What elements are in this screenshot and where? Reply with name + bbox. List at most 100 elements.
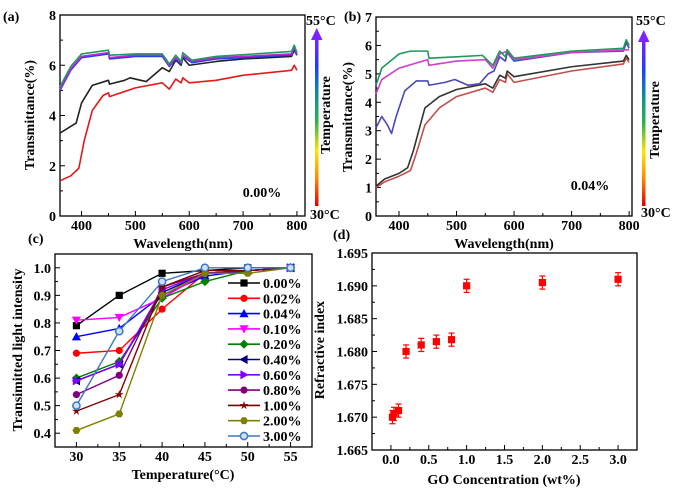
data-point	[402, 344, 410, 359]
legend-entry: 1.00%	[228, 399, 302, 414]
data-marker	[432, 338, 440, 346]
spectrum-line-0	[375, 57, 630, 189]
data-point	[463, 278, 471, 293]
legend-marker	[239, 309, 249, 318]
y-tick-label: 0.8	[34, 317, 52, 332]
y-tick-label: 0.4	[34, 427, 52, 442]
legend-marker	[240, 386, 248, 394]
data-point	[115, 371, 123, 379]
y-tick-label: 4	[365, 96, 372, 111]
data-point	[243, 263, 253, 273]
data-marker	[538, 278, 546, 287]
legend-marker	[239, 400, 249, 410]
spectrum-line-4	[59, 44, 298, 87]
data-point	[71, 406, 81, 415]
series-010	[71, 264, 296, 325]
chart-panel-b: 400 500 600 700 800 0 1 2 3 4 5 6 7	[365, 11, 640, 234]
colorbar-top-label-a: 55°C	[306, 14, 336, 29]
y-tick-label: 1.695	[337, 247, 369, 262]
series-line	[76, 267, 291, 412]
legend-label: 0.10%	[263, 323, 302, 338]
legend-label: 0.04%	[263, 308, 302, 323]
y-tick-label: 0	[365, 210, 372, 225]
panel-label-c: (c)	[28, 232, 44, 247]
data-marker	[614, 275, 622, 283]
legend-marker	[239, 431, 249, 441]
data-point	[432, 334, 440, 349]
x-tick-label: 500	[446, 219, 467, 234]
plot-frame-d	[371, 252, 638, 451]
data-point	[115, 291, 123, 299]
arrow-up-icon	[638, 30, 650, 42]
series-line	[76, 267, 291, 327]
y-tick-label: 1.670	[337, 411, 369, 426]
data-point	[394, 403, 403, 418]
x-tick-label: 400	[389, 219, 410, 234]
series-300	[72, 263, 295, 410]
legend-label: 0.80%	[263, 384, 302, 399]
legend-label: 1.00%	[263, 399, 302, 414]
x-tick-label: 30	[69, 450, 83, 465]
y-tick-label: 1.690	[337, 280, 369, 295]
y-axis-title-c: Transimitted light intensity	[11, 268, 26, 431]
x-tick-label: 400	[71, 219, 92, 234]
colorbar-b: 55°C 30°C Temperature	[636, 14, 671, 221]
y-tick-label: 4	[49, 110, 56, 125]
x-tick-label: 2.5	[571, 453, 589, 468]
data-point	[115, 410, 124, 418]
x-axis-title-c: Temperature(°C)	[132, 468, 235, 483]
legend-marker	[239, 325, 249, 334]
data-point	[157, 282, 167, 291]
data-point	[72, 322, 81, 330]
x-tick-label: 40	[155, 450, 169, 465]
y-tick-label: 1.680	[337, 346, 369, 361]
panel-label-b: (b)	[344, 10, 361, 25]
x-tick-label: 0.5	[420, 453, 438, 468]
x-tick-label: 700	[561, 219, 582, 234]
legend-entry: 2.00%	[228, 415, 302, 430]
data-marker	[390, 410, 398, 418]
data-point	[72, 391, 81, 399]
y-tick-label: 1.0	[34, 262, 52, 277]
y-tick-label: 1.665	[337, 444, 369, 459]
x-tick-label: 55	[284, 450, 298, 465]
x-tick-label: 1.0	[458, 453, 476, 468]
x-tick-label: 35	[112, 450, 126, 465]
legend-entry: 0.02%	[228, 292, 302, 307]
data-point	[157, 277, 167, 286]
y-tick-label: 6	[365, 39, 372, 54]
y-tick-label: 0.5	[34, 400, 52, 415]
y-tick-label: 0.7	[34, 345, 52, 360]
x-tick-label: 45	[198, 450, 212, 465]
legend-label: 2.00%	[263, 415, 302, 430]
data-point	[72, 349, 81, 357]
data-point	[158, 305, 166, 313]
colorbar-title-a: Temperature	[319, 76, 334, 154]
y-tick-label: 1.675	[337, 378, 369, 393]
data-point	[114, 313, 124, 323]
arrow-up-icon	[311, 28, 323, 40]
x-axis-title-d: GO Concentration (wt%)	[427, 473, 581, 488]
spectrum-line-2	[59, 46, 298, 91]
legend-label: 0.02%	[263, 292, 302, 307]
y-axis-title-a: Transmittance(%)	[23, 60, 38, 170]
colorbar-top-label-b: 55°C	[636, 14, 666, 29]
spectrum-line-1	[59, 49, 298, 134]
x-tick-label: 800	[286, 219, 307, 234]
data-point	[71, 316, 82, 325]
data-marker	[394, 407, 403, 415]
data-point	[158, 269, 166, 277]
colorbar-gradient-b	[642, 41, 646, 206]
y-tick-label: 3	[365, 125, 372, 140]
x-tick-label: 50	[241, 450, 255, 465]
chart-panel-a: 400 500 600 700 800 0 2 4 6 8	[49, 9, 307, 234]
series-line	[76, 267, 291, 321]
colorbar-gradient-a	[315, 38, 319, 206]
data-point	[71, 332, 82, 341]
colorbar-bottom-label-a: 30°C	[310, 208, 340, 223]
concentration-annotation-b: 0.04%	[571, 179, 610, 194]
legend-marker	[240, 279, 248, 287]
spectrum-line-4	[375, 38, 630, 86]
x-tick-label: 700	[233, 219, 254, 234]
